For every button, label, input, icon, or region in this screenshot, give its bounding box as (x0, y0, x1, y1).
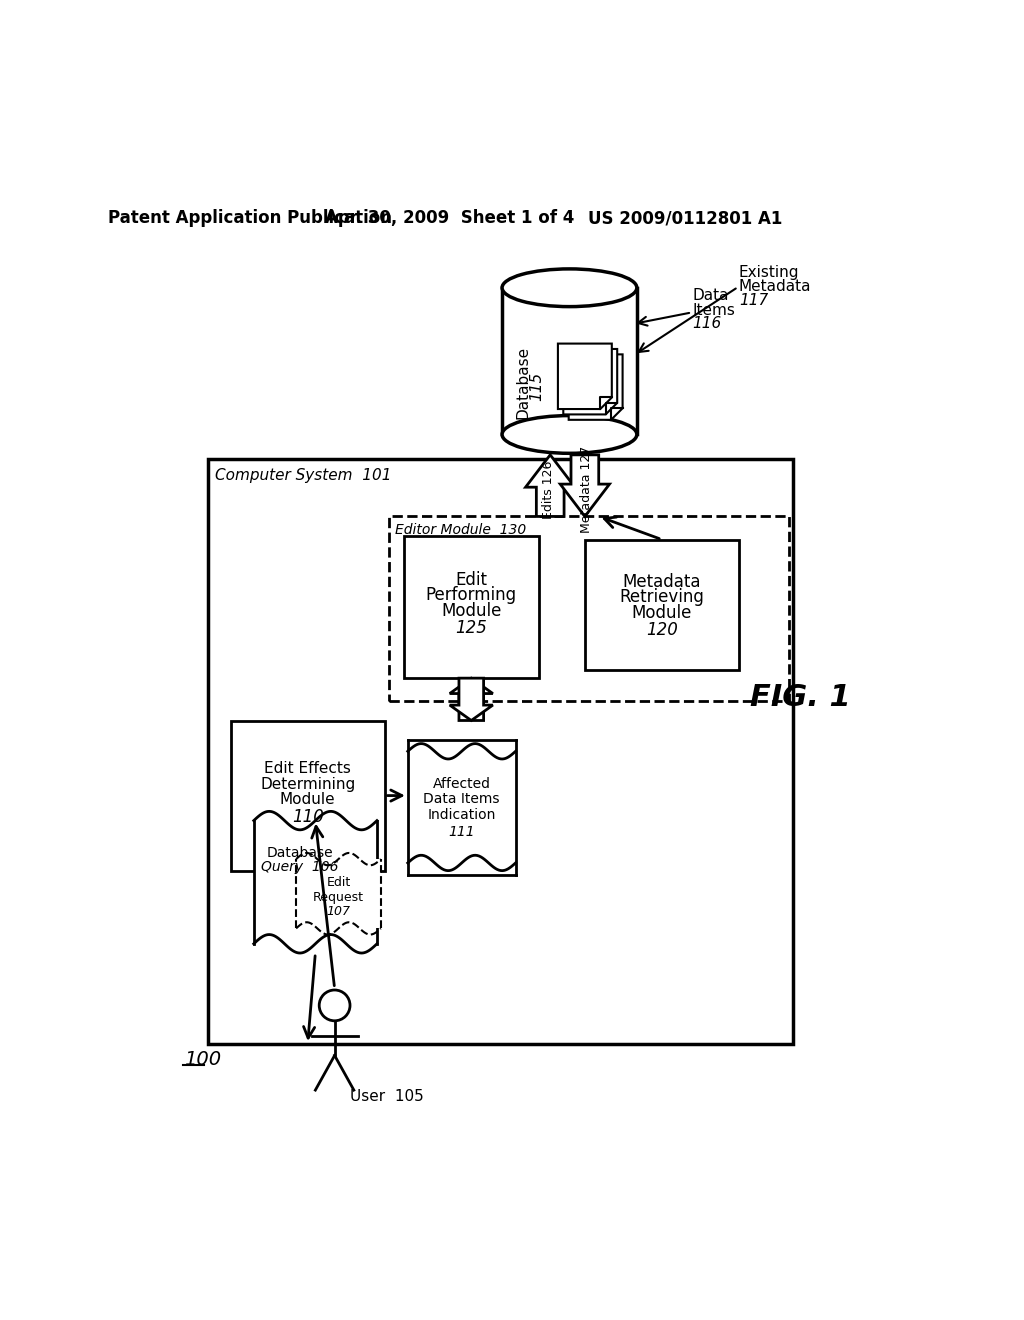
Text: Performing: Performing (426, 586, 517, 605)
Text: Metadata 127: Metadata 127 (580, 446, 593, 533)
Bar (403, 536, 539, 678)
Text: Edit Effects: Edit Effects (264, 762, 351, 776)
Text: Determining: Determining (260, 776, 355, 792)
Polygon shape (525, 455, 574, 516)
Text: Apr. 30, 2009  Sheet 1 of 4: Apr. 30, 2009 Sheet 1 of 4 (326, 210, 574, 227)
Polygon shape (568, 354, 623, 420)
Text: User  105: User 105 (350, 1089, 424, 1104)
Text: Metadata: Metadata (623, 573, 701, 591)
Text: Edit: Edit (327, 875, 350, 888)
Text: Existing: Existing (739, 265, 800, 280)
Text: FIG. 1: FIG. 1 (751, 682, 851, 711)
Text: Indication: Indication (427, 808, 496, 822)
Text: Patent Application Publication: Patent Application Publication (108, 210, 392, 227)
Polygon shape (450, 678, 493, 721)
Text: 115: 115 (528, 371, 544, 400)
Polygon shape (558, 343, 611, 409)
Text: Computer System  101: Computer System 101 (215, 469, 392, 483)
Polygon shape (560, 455, 609, 516)
Text: US 2009/0112801 A1: US 2009/0112801 A1 (588, 210, 782, 227)
Text: Affected: Affected (433, 777, 490, 791)
Text: 110: 110 (292, 808, 324, 826)
Bar (502, 288, 637, 434)
Text: Retrieving: Retrieving (620, 589, 705, 606)
Bar (296, 859, 381, 928)
Text: 117: 117 (739, 293, 768, 308)
Polygon shape (563, 348, 617, 414)
Ellipse shape (502, 416, 637, 453)
Bar (254, 821, 377, 944)
Text: 111: 111 (449, 825, 475, 838)
Text: 116: 116 (692, 315, 722, 331)
Text: Module: Module (441, 602, 502, 620)
Ellipse shape (502, 269, 637, 306)
Text: Module: Module (632, 603, 692, 622)
Text: Edits 126: Edits 126 (542, 461, 555, 519)
Text: Items: Items (692, 302, 735, 318)
Text: Module: Module (280, 792, 336, 807)
Text: Data: Data (692, 288, 729, 304)
Text: 125: 125 (456, 619, 487, 638)
Polygon shape (450, 678, 493, 721)
Bar (230, 721, 385, 871)
Text: Metadata: Metadata (739, 280, 811, 294)
Bar (388, 516, 788, 701)
Text: Database: Database (516, 346, 530, 418)
Bar (585, 540, 739, 671)
Text: Query  106: Query 106 (261, 859, 339, 874)
Text: Edit: Edit (456, 572, 487, 589)
Text: Editor Module  130: Editor Module 130 (394, 523, 526, 537)
Bar (408, 739, 515, 875)
Bar (208, 459, 793, 1044)
Text: 107: 107 (327, 906, 350, 917)
Text: Request: Request (313, 891, 364, 904)
Text: Data Items: Data Items (423, 792, 500, 807)
Text: 100: 100 (184, 1049, 221, 1069)
Circle shape (319, 990, 350, 1020)
Text: Database: Database (266, 846, 333, 859)
Text: 120: 120 (646, 620, 678, 639)
